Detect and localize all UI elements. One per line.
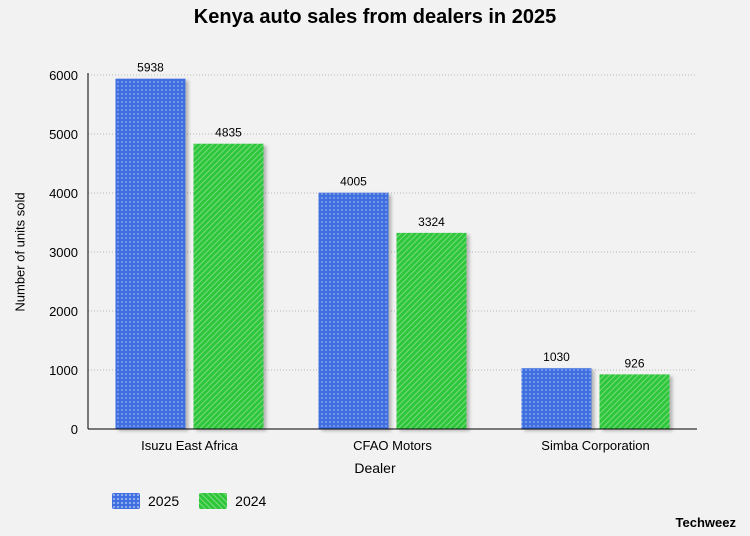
- chart-title: Kenya auto sales from dealers in 2025: [193, 6, 557, 28]
- bar-2025: [115, 78, 186, 430]
- legend-swatch-2024: [199, 493, 228, 509]
- data-label: 5938: [137, 61, 164, 75]
- data-label: 4005: [340, 175, 367, 189]
- data-label: 926: [624, 356, 644, 370]
- y-tick-label: 0: [71, 422, 78, 437]
- x-tick-label: CFAO Motors: [353, 438, 432, 453]
- bar-2024: [193, 143, 264, 430]
- y-tick-label: 1000: [49, 363, 78, 378]
- legend-swatch-2025: [112, 493, 140, 509]
- y-tick-label: 5000: [49, 127, 78, 142]
- y-tick-label: 6000: [49, 68, 78, 83]
- legend: 2025 2024: [112, 493, 276, 509]
- legend-label-2024: 2024: [235, 493, 267, 509]
- bar-2024: [396, 232, 467, 429]
- data-label: 3324: [418, 215, 445, 229]
- legend-item-2024: 2024: [199, 493, 266, 509]
- y-tick-label: 4000: [49, 186, 78, 201]
- x-axis-label: Dealer: [354, 460, 396, 476]
- x-tick-label: Simba Corporation: [541, 438, 649, 453]
- x-tick-label: Isuzu East Africa: [141, 438, 239, 453]
- y-tick-label: 2000: [49, 304, 78, 319]
- data-label: 1030: [543, 350, 570, 364]
- legend-label-2025: 2025: [148, 493, 180, 509]
- bar-2025: [521, 368, 592, 429]
- data-label: 4835: [215, 126, 242, 140]
- source-credit: Techweez: [675, 515, 736, 530]
- y-tick-label: 3000: [49, 245, 78, 260]
- bar-2024: [599, 374, 670, 429]
- legend-item-2025: 2025: [112, 493, 179, 509]
- bar-2025: [318, 192, 389, 429]
